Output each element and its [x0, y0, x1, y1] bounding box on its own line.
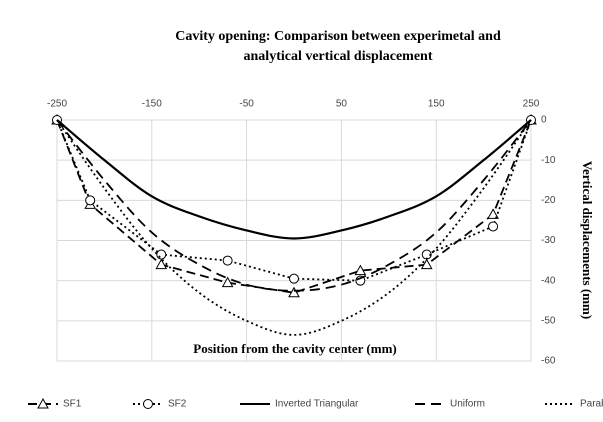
- x-axis-label: Position from the cavity center (mm): [193, 341, 397, 356]
- point-marker: [143, 399, 153, 409]
- legend-label: Uniform: [450, 399, 485, 410]
- point-marker: [222, 255, 233, 266]
- x-tick-label: 150: [428, 99, 445, 110]
- x-tick-label: -50: [239, 99, 254, 110]
- y-axis-label: Vertical displacements (mm): [580, 161, 595, 319]
- x-tick-label: -150: [142, 99, 162, 110]
- point-marker: [37, 397, 49, 409]
- legend-label: SF2: [168, 399, 187, 410]
- series-line: [56, 119, 532, 240]
- point-marker: [155, 258, 168, 270]
- y-tick-label: -30: [541, 235, 556, 246]
- x-tick-label: -250: [47, 99, 67, 110]
- series-line: [56, 119, 532, 292]
- series-line: [56, 119, 532, 294]
- y-tick-label: -60: [541, 356, 556, 367]
- point-marker: [354, 264, 367, 276]
- y-tick-label: -50: [541, 315, 556, 326]
- point-marker: [289, 273, 299, 284]
- point-marker: [85, 195, 96, 206]
- point-marker: [221, 276, 234, 288]
- y-tick-label: -10: [541, 155, 556, 166]
- y-tick-label: -20: [541, 195, 556, 206]
- x-tick-label: 250: [523, 99, 540, 110]
- point-marker: [487, 208, 499, 219]
- point-marker: [288, 286, 300, 298]
- y-tick-label: 0: [541, 115, 547, 126]
- chart-subtitle: analytical vertical displacement: [244, 49, 433, 64]
- legend-label: Inverted Triangular: [275, 399, 359, 410]
- point-marker: [156, 249, 167, 260]
- legend-label: Parabolic: [580, 399, 603, 410]
- x-tick-label: 50: [336, 99, 348, 110]
- point-marker: [420, 258, 433, 270]
- point-marker: [488, 221, 499, 232]
- series-line: [56, 119, 532, 336]
- chart-title: Cavity opening: Comparison between exper…: [175, 29, 501, 44]
- legend-label: SF1: [63, 399, 82, 410]
- y-tick-label: -40: [541, 275, 556, 286]
